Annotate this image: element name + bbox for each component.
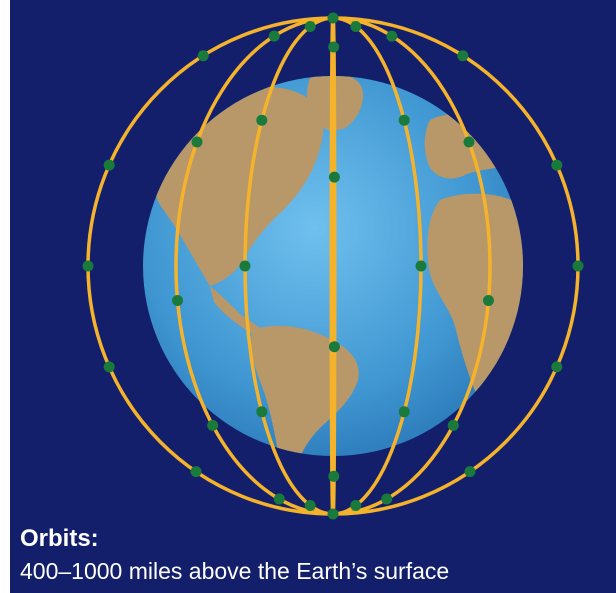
satellite-dot xyxy=(304,500,316,511)
satellite-dot xyxy=(572,260,584,272)
satellite-dot xyxy=(328,171,340,183)
satellites xyxy=(82,12,584,520)
satellite-dot xyxy=(551,159,563,171)
satellite-dot xyxy=(328,470,340,482)
orbit-path xyxy=(329,16,337,516)
satellite-dot xyxy=(464,466,476,478)
satellite-dot xyxy=(172,295,183,306)
satellite-dot xyxy=(328,341,340,353)
satellite-dot xyxy=(386,30,398,42)
satellite-dot xyxy=(191,136,203,148)
orbit-diagram xyxy=(82,12,584,520)
caption-title: Orbits: xyxy=(20,525,99,552)
satellite-dot xyxy=(398,114,410,126)
satellite-dot xyxy=(551,361,563,373)
satellite-dot xyxy=(82,260,94,272)
satellite-dot xyxy=(103,361,115,373)
satellite-dot xyxy=(447,419,459,431)
satellite-dot xyxy=(207,419,219,431)
satellite-dot xyxy=(327,508,339,520)
satellite-dot xyxy=(457,50,469,62)
satellite-dot xyxy=(304,21,316,32)
orbit-diagram-panel: Orbits: 400–1000 miles above the Earth’s… xyxy=(10,0,616,593)
satellite-dot xyxy=(268,30,280,42)
satellite-dot xyxy=(256,114,268,126)
satellite-dot xyxy=(398,406,410,418)
satellite-dot xyxy=(103,159,115,171)
satellite-dot xyxy=(350,500,362,511)
satellite-dot xyxy=(190,466,202,478)
satellite-dot xyxy=(239,260,251,272)
satellite-dot xyxy=(381,493,393,505)
satellite-dot xyxy=(273,493,285,505)
satellite-dot xyxy=(328,41,340,53)
caption-body: 400–1000 miles above the Earth’s surface xyxy=(20,558,450,584)
satellite-dot xyxy=(327,12,339,24)
satellite-dot xyxy=(256,406,268,418)
satellite-dot xyxy=(463,136,475,148)
satellite-dot xyxy=(483,295,494,306)
satellite-dot xyxy=(350,21,362,32)
satellite-dot xyxy=(415,260,427,272)
satellite-dot xyxy=(197,50,209,62)
